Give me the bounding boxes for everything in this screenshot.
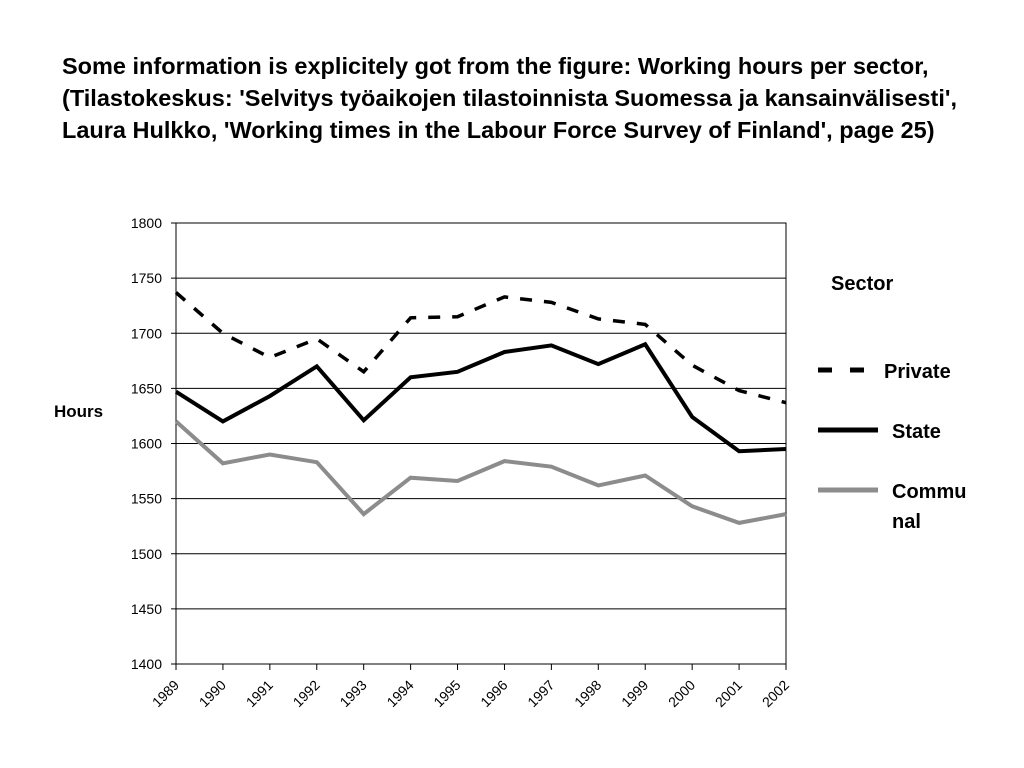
grid-layer (176, 222, 786, 665)
axis-layer: 1400 1450 1500 1550 1600 1650 1700 1750 1800 1989… (54, 215, 792, 710)
x-tick-label: 1995 (430, 677, 463, 710)
series-line-communal (174, 419, 787, 525)
x-tick-label: 2000 (665, 677, 698, 710)
legend-layer: Sector Private State Commu nal (818, 273, 966, 533)
y-axis-label: Hours (54, 402, 103, 421)
x-tick-label: 1998 (571, 677, 604, 710)
x-tick-label: 1996 (477, 677, 510, 710)
legend-label-state: State (892, 421, 941, 443)
plot-border (175, 222, 787, 665)
y-tick-label: 1750 (131, 270, 162, 286)
y-tick-label: 1600 (131, 436, 162, 452)
y-tick-label: 1500 (131, 546, 162, 562)
x-tick-label: 1992 (290, 677, 323, 710)
caption: Some information is explicitely got from… (62, 53, 957, 143)
x-tick-label: 1991 (243, 677, 276, 710)
x-tick-label: 1997 (524, 677, 557, 710)
legend-label-private: Private (884, 361, 951, 383)
series-layer (174, 291, 787, 525)
x-tick-label: 1989 (149, 677, 182, 710)
legend-label-communal: Commu (892, 481, 966, 503)
legend-title: Sector (831, 273, 893, 295)
y-tick-label: 1450 (131, 601, 162, 617)
x-tick-label: 1993 (336, 677, 369, 710)
legend-label-communal: nal (892, 511, 921, 533)
x-tick-label: 2002 (759, 677, 792, 710)
x-tick-label: 1999 (618, 677, 651, 710)
series-line-private (174, 291, 787, 405)
y-tick-label: 1550 (131, 491, 162, 507)
y-tick-label: 1800 (131, 215, 162, 231)
x-tick-label: 2001 (712, 677, 745, 710)
y-tick-label: 1650 (131, 380, 162, 396)
x-tick-label: 1994 (383, 677, 416, 710)
y-tick-label: 1400 (131, 656, 162, 672)
series-line-state (174, 341, 787, 454)
x-tick-label: 1990 (196, 677, 229, 710)
y-tick-label: 1700 (131, 325, 162, 341)
